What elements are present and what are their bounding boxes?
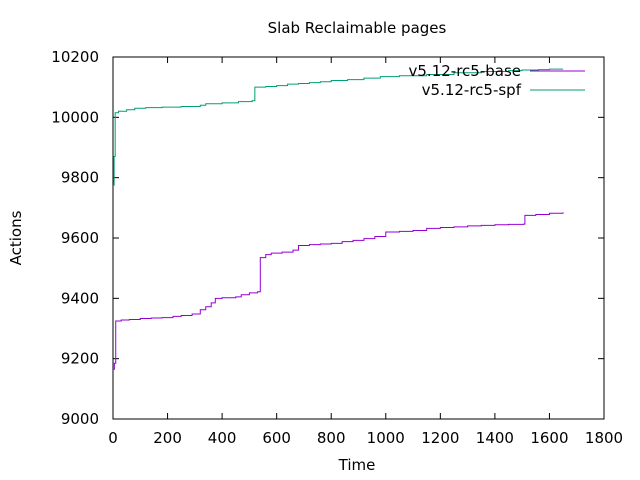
x-tick-label: 800 bbox=[317, 429, 346, 447]
x-tick-label: 1600 bbox=[530, 429, 568, 447]
x-tick-label: 600 bbox=[262, 429, 291, 447]
y-tick-label: 10000 bbox=[51, 108, 99, 126]
x-tick-label: 200 bbox=[153, 429, 182, 447]
series-layer bbox=[113, 68, 564, 370]
x-tick-label: 400 bbox=[208, 429, 237, 447]
y-tick-label: 9400 bbox=[61, 289, 99, 307]
x-tick-label: 1800 bbox=[585, 429, 623, 447]
y-tick-label: 9200 bbox=[61, 350, 99, 368]
legend-label-0: v5.12-rc5-base bbox=[409, 62, 522, 80]
plot-frame bbox=[112, 56, 605, 420]
x-tick-label: 1200 bbox=[421, 429, 459, 447]
x-axis-label: Time bbox=[338, 456, 376, 474]
axis-ticks: 0 200 400 600 800 1000 1200 1400 1600 1800 9000 920… bbox=[51, 48, 623, 447]
y-tick-label: 9000 bbox=[61, 410, 99, 428]
chart-title: Slab Reclaimable pages bbox=[268, 19, 447, 37]
x-tick-label: 1400 bbox=[476, 429, 514, 447]
y-tick-label: 9800 bbox=[61, 169, 99, 187]
x-tick-label: 0 bbox=[108, 429, 118, 447]
x-tick-label: 1000 bbox=[367, 429, 405, 447]
series-line-1 bbox=[113, 68, 564, 186]
y-axis-label: Actions bbox=[7, 210, 25, 265]
y-tick-label: 9600 bbox=[61, 229, 99, 247]
series-line-0 bbox=[113, 212, 564, 370]
legend-label-1: v5.12-rc5-spf bbox=[422, 81, 522, 99]
y-tick-label: 10200 bbox=[51, 48, 99, 66]
